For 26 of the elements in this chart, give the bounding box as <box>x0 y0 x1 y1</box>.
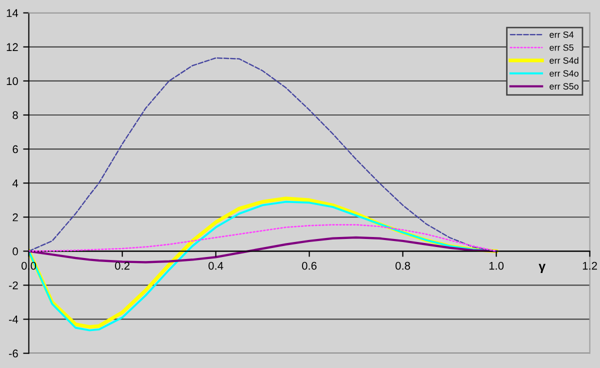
x-tick-label: 0.4 <box>208 262 224 270</box>
y-tick-label: -2 <box>9 281 18 290</box>
y-tick-label: 10 <box>6 77 18 86</box>
y-tick-label: 8 <box>12 111 18 120</box>
y-tick-label: 6 <box>12 145 18 154</box>
y-tick-label: -4 <box>9 316 18 324</box>
legend-label: err S4 <box>550 31 574 38</box>
x-tick-label: 1.0 <box>489 262 504 270</box>
line-series <box>28 224 497 252</box>
y-tick-label: 2 <box>12 213 18 222</box>
legend-label: err S4o <box>550 70 578 77</box>
x-tick-label: 1.2 <box>582 262 597 270</box>
y-tick-label: 4 <box>12 179 18 188</box>
x-axis-title: γ <box>538 264 546 274</box>
y-tick-label: 14 <box>6 9 18 17</box>
x-tick-label: 0.2 <box>115 262 130 270</box>
x-tick-label: 0.8 <box>396 262 410 270</box>
x-tick-label: 0.6 <box>302 262 317 270</box>
legend-label: err S5o <box>550 83 578 90</box>
y-tick-label: 12 <box>6 43 18 51</box>
legend-label: err S4d <box>550 57 578 64</box>
legend-label: err S5 <box>550 44 574 51</box>
y-tick-label: -6 <box>9 350 18 358</box>
line-series <box>28 57 497 252</box>
y-tick-label: 0 <box>12 247 18 256</box>
line-series <box>28 236 498 264</box>
